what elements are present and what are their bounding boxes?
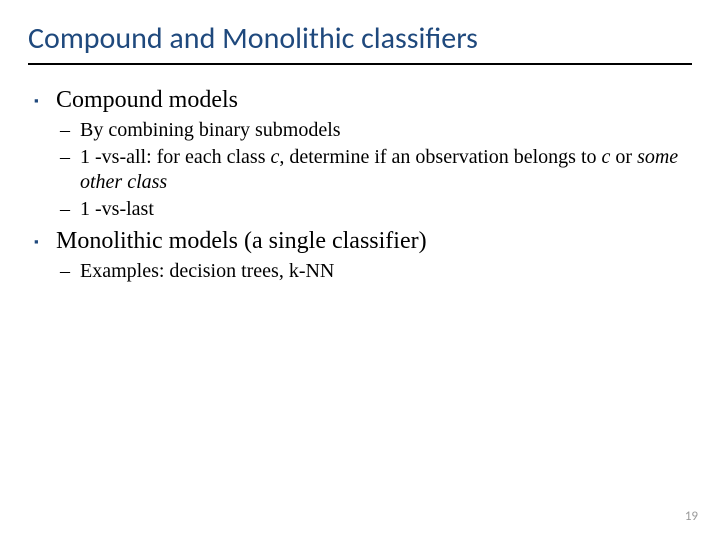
sub-bullet-text: By combining binary submodels [80, 119, 341, 141]
bullet-text: Monolithic models (a single classifier) [56, 228, 427, 254]
sub-bullet-item: By combining binary submodels [56, 118, 692, 143]
page-number: 19 [685, 509, 698, 524]
sub-bullet-list: By combining binary submodels 1 -vs-all: … [56, 118, 692, 222]
sub-bullet-text: 1 -vs-all: for each class [80, 146, 270, 168]
sub-bullet-text: 1 -vs-last [80, 198, 154, 220]
bullet-list: Compound models By combining binary submo… [28, 87, 692, 284]
sub-bullet-item: 1 -vs-last [56, 197, 692, 222]
slide: Compound and Monolithic classifiers Comp… [0, 0, 720, 540]
sub-bullet-item: Examples: decision trees, k-NN [56, 259, 692, 284]
bullet-text: Compound models [56, 87, 238, 113]
bullet-item: Compound models By combining binary submo… [28, 87, 692, 222]
sub-bullet-text: or [610, 146, 637, 168]
slide-title: Compound and Monolithic classifiers [28, 20, 692, 65]
sub-bullet-text: , determine if an observation belongs to [279, 146, 601, 168]
sub-bullet-text: Examples: decision trees, k-NN [80, 260, 334, 282]
bullet-item: Monolithic models (a single classifier) E… [28, 228, 692, 284]
sub-bullet-item: 1 -vs-all: for each class c, determine i… [56, 145, 692, 195]
sub-bullet-list: Examples: decision trees, k-NN [56, 259, 692, 284]
